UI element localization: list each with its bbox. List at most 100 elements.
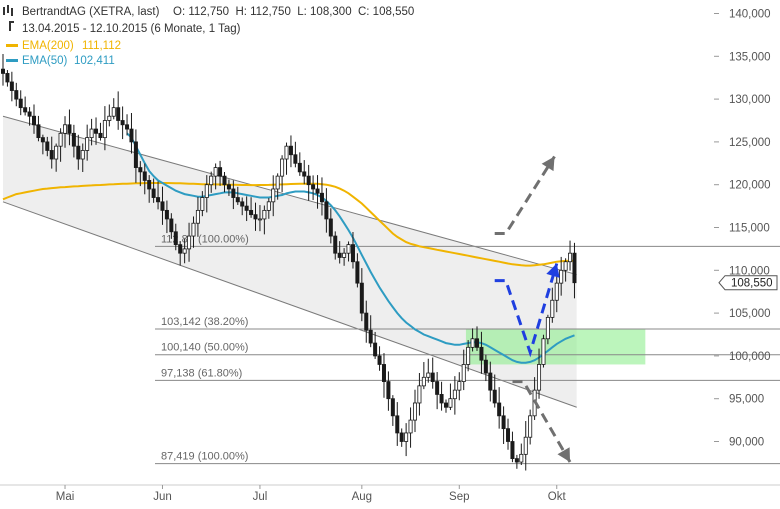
candle-body [133, 141, 138, 168]
candle-body [182, 248, 187, 254]
candle [390, 395, 395, 426]
candle-body [288, 145, 293, 156]
candle [120, 106, 125, 140]
candle [262, 205, 267, 235]
candle-body [45, 141, 50, 151]
candles-layer [0, 53, 577, 471]
candle [381, 353, 386, 398]
candle [160, 186, 165, 225]
candle-body [204, 184, 209, 198]
candle [466, 340, 471, 372]
candle-body [373, 342, 378, 357]
candle [23, 96, 28, 116]
ema50-legend-swatch [6, 59, 18, 62]
y-tick-label: 100,000 [729, 351, 771, 363]
candle [218, 160, 223, 186]
ohlc-readout: O: 112,750 H: 112,750 L: 108,300 C: 108,… [173, 6, 414, 18]
candle [506, 418, 511, 450]
candle [244, 196, 249, 222]
candle-body [457, 381, 462, 391]
candle [133, 129, 138, 183]
x-tick-label: Okt [548, 491, 567, 503]
candle [49, 136, 54, 169]
candle [271, 175, 276, 217]
candle-body [0, 68, 6, 74]
blue-dashed-projection-line [494, 263, 559, 358]
channel-upper-line [2, 115, 577, 276]
candle [368, 315, 373, 348]
candle-body [249, 209, 254, 216]
candle [169, 213, 174, 239]
candle [541, 334, 546, 368]
candle-body [240, 201, 245, 207]
candle [182, 238, 187, 264]
candle-body [80, 150, 85, 160]
candle-body [404, 432, 409, 442]
x-tick-label: Jun [153, 491, 172, 503]
candle-body [89, 128, 94, 139]
candle-body [222, 175, 227, 186]
candle [342, 248, 347, 266]
candle [364, 300, 369, 343]
candle [156, 181, 161, 210]
candle [537, 348, 542, 399]
candle [408, 407, 413, 448]
candle [71, 124, 76, 158]
fibonacci-levels: 112,8(100.00%)103,142 (38.20%)100,140 (5… [155, 233, 780, 465]
candle-body [368, 329, 373, 344]
candle [45, 136, 50, 157]
candle-body [510, 441, 515, 460]
candle-body [302, 171, 307, 177]
fib-level-label: 100,140 (50.00%) [161, 342, 248, 354]
ema50-legend-label: EMA(50) [22, 55, 68, 67]
candle-body [5, 73, 10, 83]
candle-body [54, 145, 59, 160]
candle-body [120, 120, 125, 126]
candle-body [58, 132, 63, 147]
candle-body [235, 197, 240, 203]
candle [191, 216, 196, 248]
y-axis: 140,000 135,000 130,000 125,000 120,000 115,0… [714, 9, 771, 449]
candle [94, 117, 99, 145]
candle-body [377, 355, 382, 365]
candle-body [390, 398, 395, 417]
candle [125, 114, 130, 136]
candle-body [71, 132, 76, 147]
candle [116, 91, 121, 130]
date-range: 13.04.2015 - 12.10.2015 (6 Monate, 1 Tag… [22, 23, 241, 35]
candle [222, 171, 227, 193]
x-axis: Mai Jun Jul Aug Sep Okt [0, 484, 780, 503]
candle-body [448, 398, 453, 408]
candle [107, 104, 112, 127]
candle-body [408, 419, 413, 434]
candle [40, 134, 45, 155]
candle [315, 175, 320, 209]
chart-header: BertrandtAG (XETRA, last) O: 112,750 H: … [3, 5, 414, 67]
candle [386, 371, 391, 411]
candle-body [523, 436, 528, 455]
candle-body [160, 201, 165, 211]
candle-body [430, 372, 435, 382]
candle [257, 205, 262, 232]
candle [328, 208, 333, 244]
candle-body [488, 372, 493, 391]
candle-body [568, 252, 573, 263]
candle-body [426, 372, 431, 378]
candle-body [49, 150, 54, 160]
candle-body [280, 158, 285, 177]
toggle-icon[interactable] [3, 5, 13, 16]
candle-body [497, 402, 502, 417]
channel-fill [3, 116, 577, 408]
projection-arrows [494, 155, 572, 463]
candle [231, 180, 236, 210]
candle-body [266, 201, 271, 211]
candle-body [195, 209, 200, 224]
candle [293, 141, 298, 168]
y-tick-label: 120,000 [729, 180, 771, 192]
candle-body [475, 338, 480, 348]
candle-body [32, 115, 37, 126]
candle-body [94, 128, 99, 134]
candle-body [554, 282, 559, 301]
gray-up-projection [494, 155, 556, 235]
